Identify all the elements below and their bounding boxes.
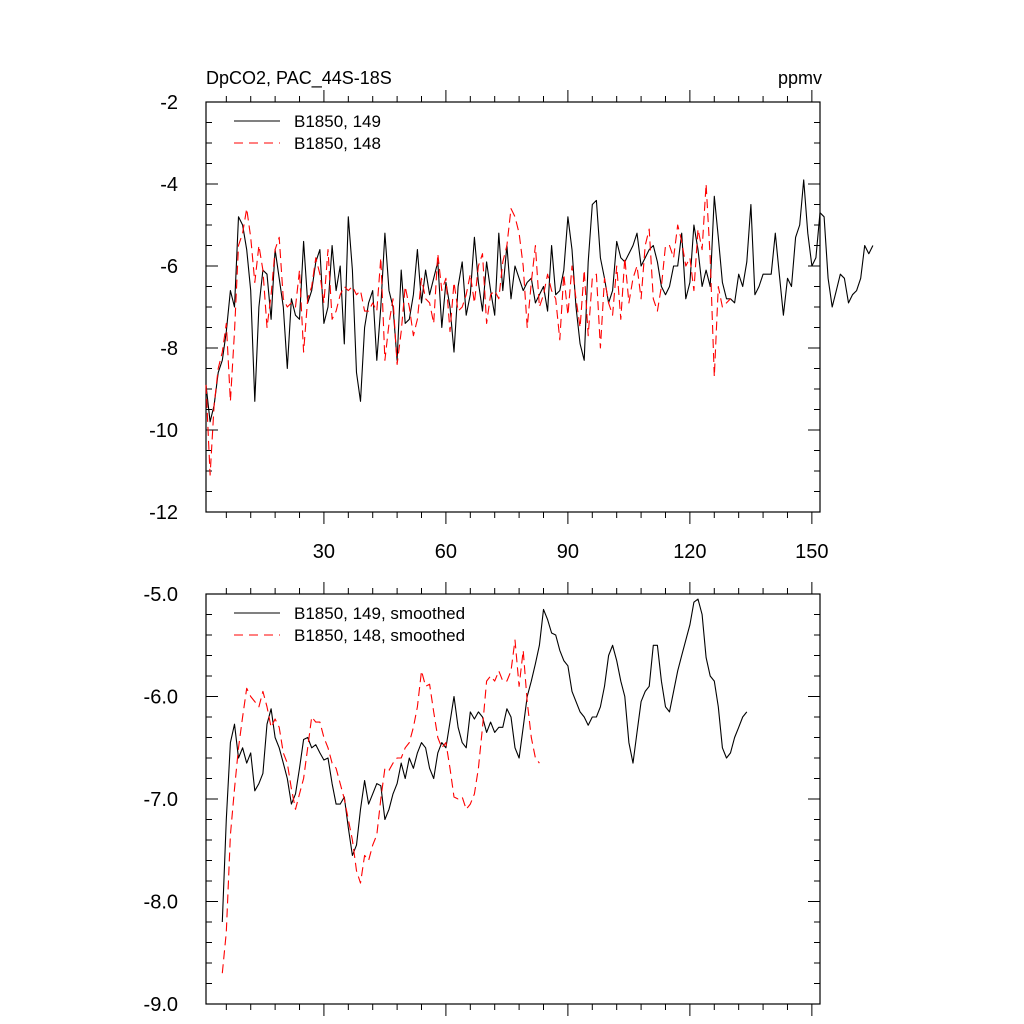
bottom-ytick-label: -6.0 xyxy=(144,687,178,709)
top-xtick-label: 30 xyxy=(313,541,335,563)
bottom-chart: -5.0 -6.0 -7.0 -8.0 -9.0 B1850, 149, smoothe… xyxy=(144,582,821,1016)
bottom-legend-label-148: B1850, 148, smoothed xyxy=(294,626,465,645)
bottom-ytick-label: -8.0 xyxy=(144,892,178,914)
bottom-legend: B1850, 149, smoothed B1850, 148, smoothe… xyxy=(234,604,465,645)
bottom-ytick-label: -9.0 xyxy=(144,994,178,1016)
top-ytick-label: -12 xyxy=(149,502,178,524)
top-chart: DpCO2, PAC_44S-18S ppmv 30 60 90 120 150 -2 -4… xyxy=(149,68,874,563)
bottom-plot-frame xyxy=(205,593,821,1005)
bottom-series-line-148 xyxy=(221,639,540,974)
top-legend-label-149: B1850, 149 xyxy=(294,112,381,131)
bottom-ytick-label: -7.0 xyxy=(144,789,178,811)
top-xtick-label: 60 xyxy=(435,541,457,563)
top-ytick-label: -4 xyxy=(160,174,178,196)
top-series-line-149 xyxy=(205,179,874,423)
top-xtick-label: 90 xyxy=(557,541,579,563)
bottom-ytick-label: -5.0 xyxy=(144,584,178,606)
top-xtick-label: 120 xyxy=(673,541,706,563)
top-series-line-148 xyxy=(205,183,731,476)
bottom-legend-label-149: B1850, 149, smoothed xyxy=(294,604,465,623)
bottom-axis-ticks: -5.0 -6.0 -7.0 -8.0 -9.0 xyxy=(144,582,820,1016)
bottom-series-line-149 xyxy=(221,598,748,923)
top-ytick-label: -2 xyxy=(160,92,178,114)
top-legend-label-148: B1850, 148 xyxy=(294,134,381,153)
top-plot-frame xyxy=(205,101,821,513)
top-ytick-label: -6 xyxy=(160,256,178,278)
top-ytick-label: -10 xyxy=(149,420,178,442)
top-chart-units: ppmv xyxy=(778,68,822,88)
top-legend: B1850, 149 B1850, 148 xyxy=(234,112,381,153)
bottom-series-group xyxy=(221,598,748,974)
top-ytick-label: -8 xyxy=(160,338,178,360)
top-axis-ticks: 30 60 90 120 150 -2 -4 -6 -8 -10 -12 xyxy=(149,90,829,563)
top-series-group xyxy=(205,179,874,476)
top-chart-title: DpCO2, PAC_44S-18S xyxy=(206,68,392,89)
top-xtick-label: 150 xyxy=(795,541,828,563)
